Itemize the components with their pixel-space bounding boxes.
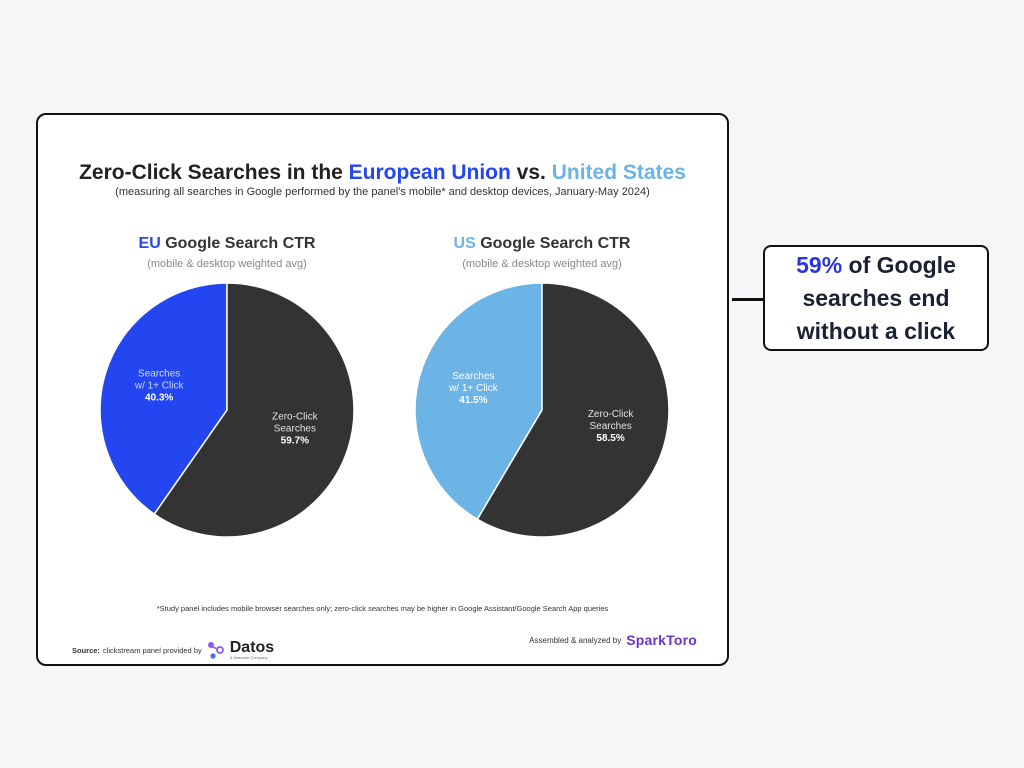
title-us: United States xyxy=(551,161,686,184)
slice-category-label: w/ 1+ Click xyxy=(134,381,185,392)
eu-title-prefix: EU xyxy=(138,235,161,252)
chart-title: Zero-Click Searches in the European Unio… xyxy=(38,161,727,185)
datos-tagline: A Semrush Company xyxy=(229,654,268,660)
datos-logo: Datos A Semrush Company xyxy=(206,638,275,660)
assembled-credit: Assembled & analyzed by SparkToro xyxy=(529,632,697,648)
us-title-prefix: US xyxy=(453,235,476,252)
pie-slice-clicked xyxy=(414,282,543,521)
slice-category-label: w/ 1+ Click xyxy=(448,383,499,394)
callout-line1-rest: of Google xyxy=(842,251,956,278)
source-text: clickstream panel provided by xyxy=(102,645,202,655)
slice-value-label: 59.7% xyxy=(281,435,309,446)
source-label: Source: xyxy=(72,645,100,655)
slice-category-label: Zero-Click xyxy=(588,409,635,420)
slice-category-label: Searches xyxy=(452,371,494,382)
callout-line3: without a click xyxy=(796,317,956,344)
eu-pie-subtitle: (mobile & desktop weighted avg) xyxy=(147,258,307,270)
callout-box: 59% of Google searches end without a cli… xyxy=(763,245,989,351)
source-credit: Source: clickstream panel provided by Da… xyxy=(72,638,275,660)
chart-subtitle: (measuring all searches in Google perfor… xyxy=(115,186,650,198)
sparktoro-logo: SparkToro xyxy=(626,632,697,648)
slice-category-label: Searches xyxy=(589,421,631,432)
pie-slice-zero-click xyxy=(476,282,670,538)
chart-card: Zero-Click Searches in the European Unio… xyxy=(36,113,729,666)
datos-wordmark: Datos xyxy=(229,638,275,656)
callout-line2: searches end xyxy=(802,284,950,311)
pie-slice-clicked xyxy=(99,282,228,516)
title-part-1: Zero-Click Searches in the xyxy=(79,161,349,184)
title-part-3: vs. xyxy=(510,161,552,184)
slice-value-label: 40.3% xyxy=(145,393,173,404)
title-eu: European Union xyxy=(348,161,511,184)
callout-connector-line xyxy=(732,298,763,301)
assembled-text: Assembled & analyzed by xyxy=(529,635,622,645)
slice-value-label: 41.5% xyxy=(459,395,487,406)
eu-pie-title: EU Google Search CTR xyxy=(87,235,367,253)
slice-value-label: 58.5% xyxy=(596,433,624,444)
us-pie-subtitle: (mobile & desktop weighted avg) xyxy=(462,258,622,270)
callout-highlight: 59% xyxy=(796,251,843,278)
slice-category-label: Searches xyxy=(274,423,316,434)
slice-category-label: Searches xyxy=(138,369,180,380)
footnote: *Study panel includes mobile browser sea… xyxy=(156,604,609,613)
us-pie-title: US Google Search CTR xyxy=(402,235,682,253)
datos-logo-icon xyxy=(207,642,224,659)
us-title-rest: Google Search CTR xyxy=(475,235,631,252)
slice-category-label: Zero-Click xyxy=(272,411,319,422)
pie-slice-zero-click xyxy=(153,282,355,538)
eu-title-rest: Google Search CTR xyxy=(160,235,316,252)
